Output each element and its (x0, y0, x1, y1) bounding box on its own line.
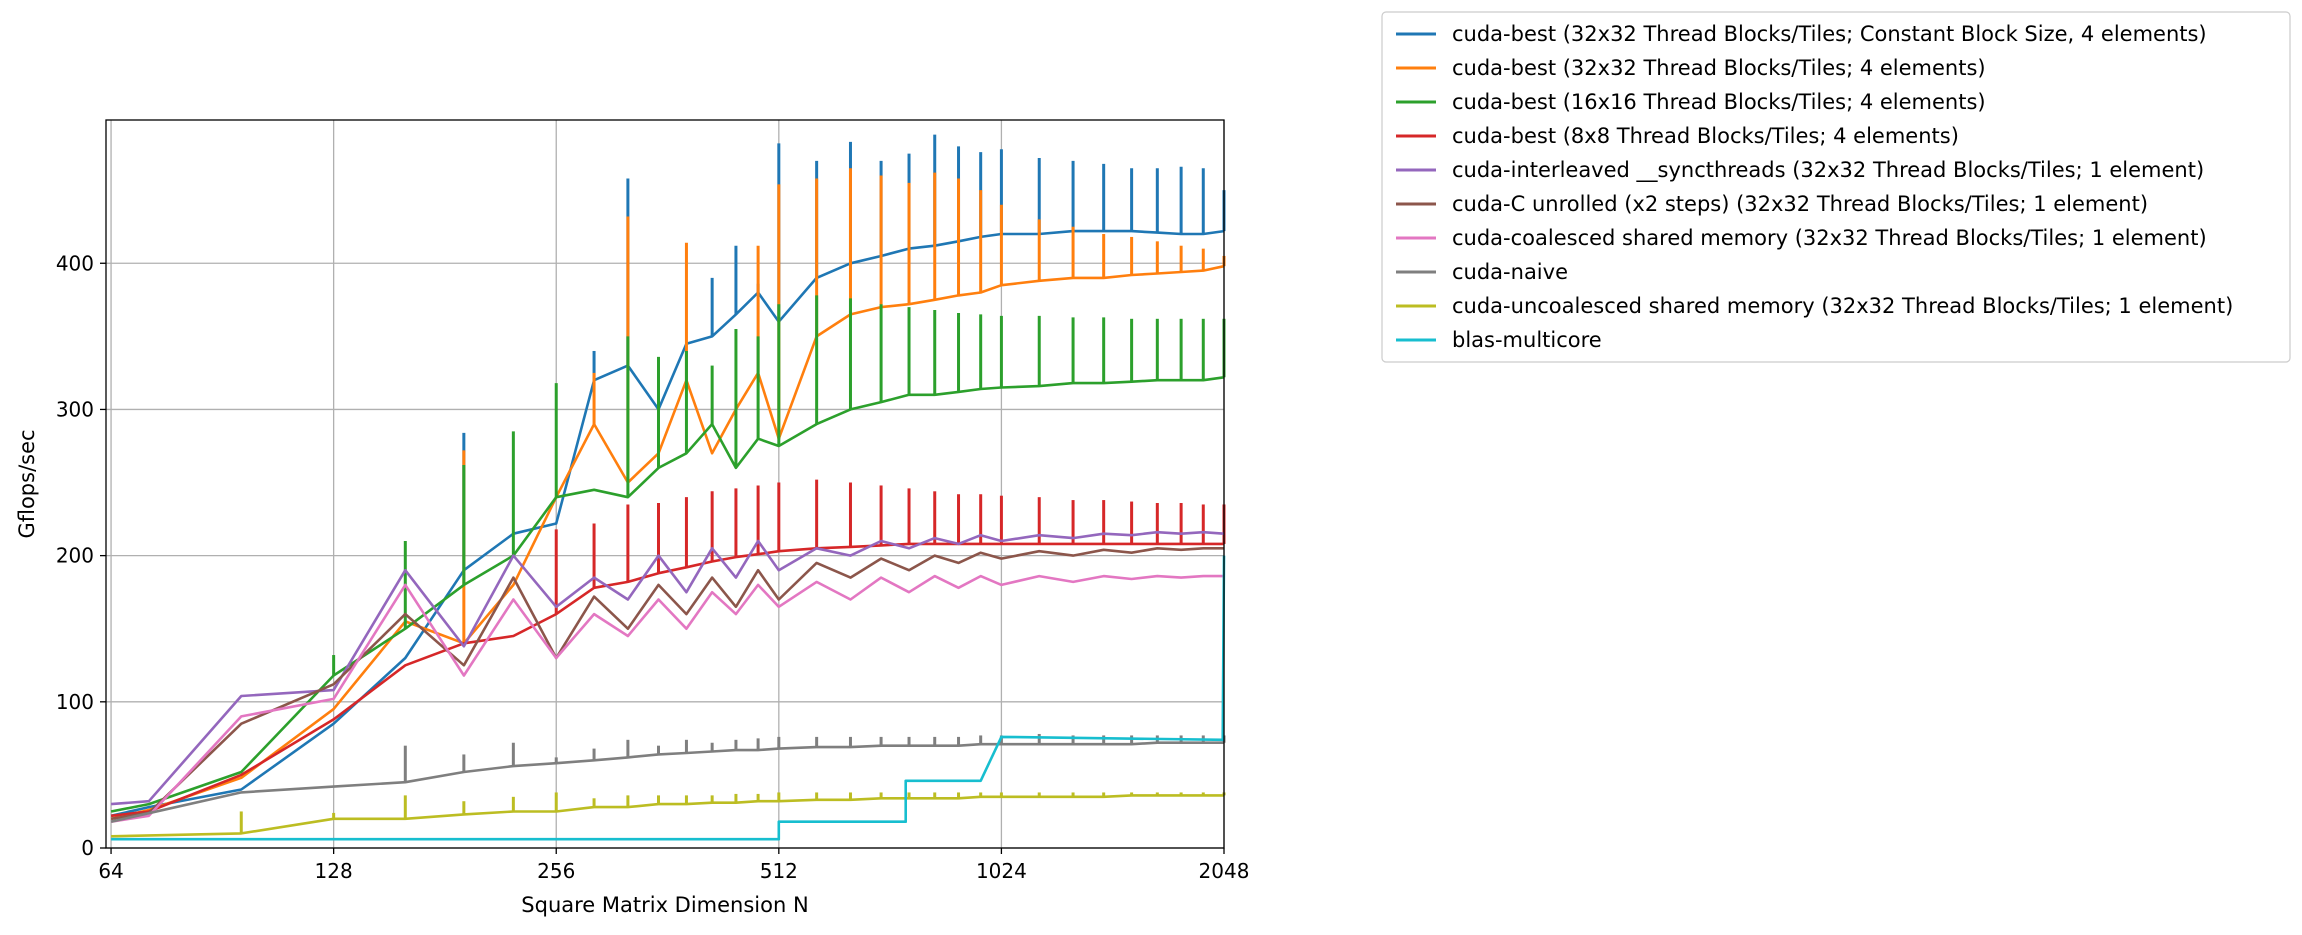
plot-frame (105, 119, 1225, 849)
legend-label: blas-multicore (1452, 328, 1602, 352)
legend-label: cuda-best (32x32 Thread Blocks/Tiles; 4 … (1452, 56, 1986, 80)
y-tick-label: 100 (56, 690, 94, 714)
series-line-cuda-uncoalesced-shared-memory-32x32-thread-blocks-tiles-1-element (111, 794, 1224, 838)
series-lines (110, 134, 1226, 841)
series-line-cuda-best-16x16-thread-blocks-tiles-4-elements (110, 376, 1225, 813)
y-axis-label: Gflops/sec (15, 429, 39, 538)
y-tick-label: 0 (81, 836, 94, 860)
x-tick-label: 2048 (1199, 859, 1250, 883)
legend-label: cuda-C unrolled (x2 steps) (32x32 Thread… (1452, 192, 2148, 216)
series-line-cuda-best-32x32-thread-blocks-tiles-constant-block-size-4-elements (110, 229, 1225, 818)
legend-label: cuda-naive (1452, 260, 1568, 284)
series-line-cuda-interleaved-syncthreads-32x32-thread-blocks-tiles-1-element (111, 530, 1225, 806)
series-line-cuda-best-32x32-thread-blocks-tiles-4-elements (110, 264, 1225, 821)
y-tick-label: 200 (56, 544, 94, 568)
series-line-cuda-c-unrolled-x2-steps-32x32-thread-blocks-tiles-1-element (110, 546, 1224, 821)
series-line-cuda-naive (110, 741, 1224, 823)
series-line-blas-multicore (111, 555, 1226, 841)
legend-label: cuda-interleaved __syncthreads (32x32 Th… (1452, 158, 2204, 183)
x-tick-label: 128 (315, 859, 353, 883)
series-line-cuda-best-8x8-thread-blocks-tiles-4-elements (110, 542, 1224, 818)
legend-label: cuda-best (8x8 Thread Blocks/Tiles; 4 el… (1452, 124, 1959, 148)
x-tick-label: 512 (760, 859, 798, 883)
y-tick-label: 400 (56, 251, 94, 275)
series-line-cuda-coalesced-shared-memory-32x32-thread-blocks-tiles-1-element (110, 574, 1224, 823)
legend-label: cuda-coalesced shared memory (32x32 Thre… (1452, 226, 2207, 250)
legend-label: cuda-best (16x16 Thread Blocks/Tiles; 4 … (1452, 90, 1986, 114)
legend-label: cuda-uncoalesced shared memory (32x32 Th… (1452, 294, 2233, 318)
legend: cuda-best (32x32 Thread Blocks/Tiles; Co… (1381, 11, 2291, 363)
y-tick-label: 300 (56, 397, 94, 421)
x-tick-label: 256 (537, 859, 575, 883)
legend-label: cuda-best (32x32 Thread Blocks/Tiles; Co… (1452, 22, 2207, 46)
x-tick-label: 64 (98, 859, 123, 883)
x-axis-label: Square Matrix Dimension N (521, 893, 808, 917)
x-tick-label: 1024 (976, 859, 1027, 883)
legend-box (1381, 11, 2291, 363)
axis-ticks: 64 128 256 512 1024 2048 0 100 200 300 400 (56, 251, 1250, 883)
